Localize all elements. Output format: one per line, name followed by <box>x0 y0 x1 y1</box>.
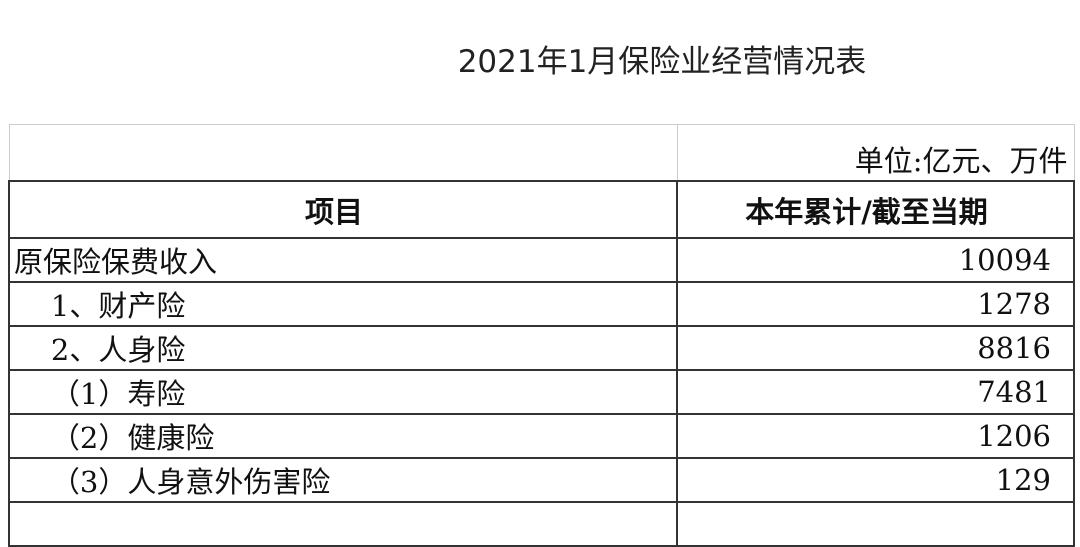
insurance-table: 单位:亿元、万件 项目 本年累计/截至当期 原保险保费收入 10094 1、财产险… <box>8 124 1075 547</box>
header-value: 本年累计/截至当期 <box>676 180 1075 239</box>
row-value: 129 <box>676 457 1075 503</box>
row-item: 原保险保费收入 <box>8 237 678 283</box>
row-value: 7481 <box>676 369 1075 415</box>
unit-blank-cell <box>8 124 678 182</box>
table-row: （1）寿险 7481 <box>8 369 1075 415</box>
row-item: （1）寿险 <box>8 369 678 415</box>
page-title: 2021年1月保险业经营情况表 <box>457 44 867 80</box>
row-item: （3）人身意外伤害险 <box>8 457 678 503</box>
table-row: （2）健康险 1206 <box>8 413 1075 459</box>
table-row: 1、财产险 1278 <box>8 281 1075 327</box>
unit-row: 单位:亿元、万件 <box>8 124 1075 182</box>
row-value: 1206 <box>676 413 1075 459</box>
table-row <box>8 501 1075 547</box>
table-row: （3）人身意外伤害险 129 <box>8 457 1075 503</box>
table-row: 原保险保费收入 10094 <box>8 237 1075 283</box>
header-row: 项目 本年累计/截至当期 <box>8 180 1075 239</box>
row-item: 1、财产险 <box>8 281 678 327</box>
header-item: 项目 <box>8 180 678 239</box>
row-value: 8816 <box>676 325 1075 371</box>
row-value: 10094 <box>676 237 1075 283</box>
row-value <box>676 501 1075 547</box>
row-item <box>8 501 678 547</box>
row-value: 1278 <box>676 281 1075 327</box>
unit-label: 单位:亿元、万件 <box>676 124 1075 182</box>
row-item: （2）健康险 <box>8 413 678 459</box>
table-row: 2、人身险 8816 <box>8 325 1075 371</box>
row-item: 2、人身险 <box>8 325 678 371</box>
